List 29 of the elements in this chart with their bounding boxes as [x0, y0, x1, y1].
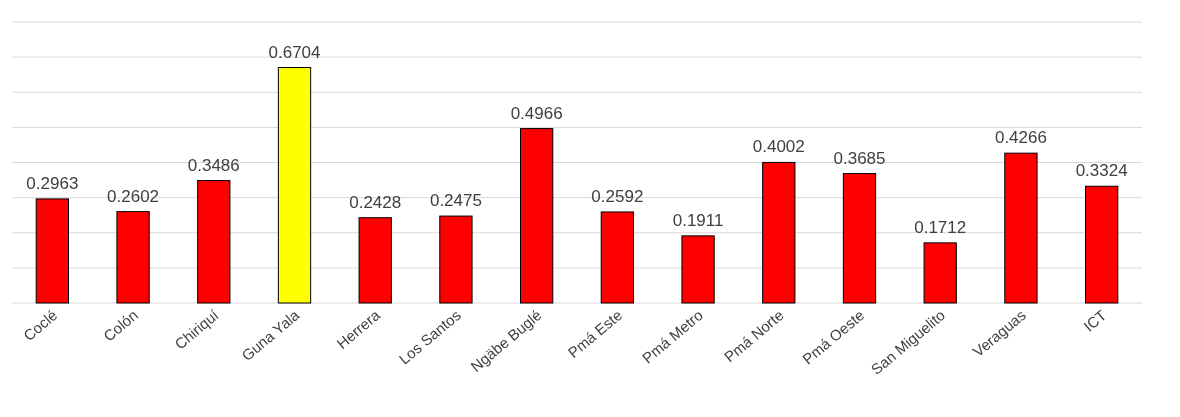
bar — [1004, 152, 1038, 304]
data-label: 0.2963 — [26, 173, 79, 193]
bar — [1085, 185, 1119, 304]
bar — [197, 180, 231, 304]
data-label: 0.3685 — [833, 148, 886, 168]
bar — [762, 161, 796, 304]
bar — [923, 242, 957, 304]
data-label: 0.4966 — [510, 103, 563, 123]
data-label: 0.6704 — [268, 42, 321, 62]
data-label: 0.1712 — [914, 217, 967, 237]
data-label: 0.1911 — [672, 210, 724, 230]
data-label: 0.4266 — [994, 128, 1047, 148]
x-tick-label: ICT — [1080, 306, 1110, 335]
data-label: 0.2428 — [349, 192, 402, 212]
bar — [358, 217, 392, 304]
bar — [600, 211, 634, 304]
bar — [681, 235, 715, 304]
data-label: 0.3486 — [187, 155, 240, 175]
bar — [520, 128, 554, 304]
data-label: 0.2602 — [107, 186, 160, 206]
data-label: 0.2475 — [429, 191, 482, 211]
data-label: 0.2592 — [591, 186, 644, 206]
bar — [439, 215, 473, 304]
bar — [842, 173, 877, 304]
data-label: 0.3324 — [1075, 161, 1128, 181]
bar — [116, 211, 150, 304]
bar — [35, 198, 69, 304]
data-label: 0.4002 — [752, 137, 805, 157]
bar — [277, 67, 312, 304]
